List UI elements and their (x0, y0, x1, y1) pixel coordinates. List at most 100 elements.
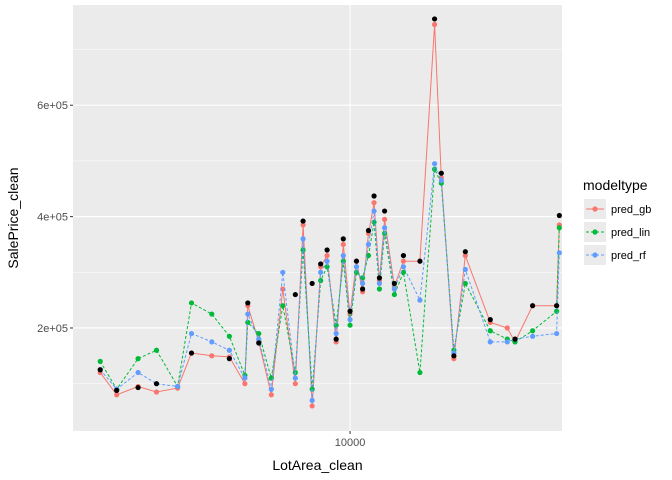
point-pred_lin (226, 333, 232, 339)
point-pred_rf (353, 264, 360, 270)
point-pred_gb (114, 392, 120, 398)
point-pred_lin (462, 280, 468, 287)
actual-point (556, 212, 562, 219)
point-pred_rf (417, 297, 423, 303)
point-pred_lin (300, 247, 306, 253)
point-pred_lin (554, 308, 560, 314)
point-pred_gb (431, 21, 438, 28)
point-pred_gb (504, 325, 510, 331)
actual-point (300, 218, 306, 224)
point-pred_rf (504, 339, 510, 345)
legend-key-point (592, 229, 598, 235)
legend-title: modeltype (583, 177, 648, 193)
y-tick-label: 2e+05 (37, 323, 68, 335)
point-pred_rf (381, 225, 388, 231)
legend-entry-pred_rf: pred_rf (584, 245, 647, 265)
y-axis-title: SalePrice_clean (5, 167, 21, 268)
point-pred_rf (347, 317, 353, 323)
point-pred_rf (280, 269, 286, 275)
point-pred_rf (365, 241, 372, 248)
series-pred_rf (97, 161, 562, 403)
point-pred_rf (318, 269, 324, 275)
major-grid (73, 5, 562, 431)
point-pred_gb (324, 252, 330, 259)
point-pred_lin (391, 291, 397, 298)
actual-point (554, 303, 560, 309)
point-pred_rf (554, 330, 560, 337)
point-pred_rf (188, 330, 195, 337)
legend-label: pred_rf (611, 250, 647, 262)
point-pred_rf (268, 386, 274, 392)
point-pred_lin (556, 225, 562, 231)
point-pred_lin (309, 386, 315, 392)
actual-point (188, 350, 195, 356)
legend: modeltype pred_gb pred_lin pred_rf (583, 177, 651, 265)
actual-point (400, 252, 407, 259)
point-pred_rf (359, 280, 366, 287)
actual-point (487, 317, 493, 323)
point-pred_rf (376, 280, 383, 287)
point-pred_rf (530, 333, 536, 339)
point-pred_gb (209, 353, 215, 359)
actual-point (256, 340, 262, 346)
actual-point (324, 247, 330, 253)
point-pred_gb (371, 200, 377, 206)
point-pred_rf (556, 250, 562, 256)
point-pred_rf (391, 286, 397, 292)
point-pred_lin (417, 369, 423, 376)
series-line-pred_rf (99, 163, 560, 401)
legend-label: pred_lin (611, 227, 650, 239)
point-pred_rf (462, 266, 468, 273)
actual-point (114, 387, 120, 393)
series-line-pred_lin (99, 167, 560, 391)
legend-entry-pred_gb: pred_gb (584, 199, 651, 219)
actual-point (318, 261, 324, 267)
point-pred_rf (226, 347, 232, 353)
actual-point (292, 291, 298, 298)
point-pred_gb (153, 389, 160, 395)
y-axis: 2e+05 4e+05 6e+05 (37, 100, 73, 335)
actual-point (153, 381, 160, 387)
point-pred_lin (347, 322, 353, 328)
actual-point (353, 258, 360, 264)
actual-point (371, 193, 377, 199)
point-pred_lin (188, 300, 195, 306)
point-pred_lin (318, 278, 324, 284)
point-pred_lin (333, 322, 339, 328)
point-pred_lin (487, 328, 493, 334)
y-tick-label: 4e+05 (37, 212, 68, 224)
point-pred_gb (309, 403, 315, 409)
point-pred_lin (97, 358, 103, 364)
point-pred_rf (438, 177, 444, 184)
actual-point (462, 249, 468, 255)
point-pred_rf (292, 375, 298, 381)
point-pred_rf (487, 339, 493, 345)
actual-point (530, 303, 536, 309)
point-pred_rf (175, 383, 181, 390)
point-pred_lin (324, 264, 330, 270)
point-pred_gb (462, 252, 468, 259)
point-pred_rf (324, 258, 330, 264)
actual-point (226, 356, 232, 362)
actual-point (376, 275, 383, 281)
point-pred_lin (153, 347, 160, 353)
actual-point (438, 170, 444, 176)
actual-point (97, 367, 103, 373)
x-axis: 10000 (335, 431, 365, 449)
actual-points (97, 16, 562, 393)
point-pred_rf (256, 336, 262, 342)
actual-point (365, 227, 372, 234)
actual-point (359, 286, 366, 292)
y-tick-label: 6e+05 (37, 100, 68, 112)
point-pred_rf (135, 369, 141, 376)
point-pred_lin (209, 311, 215, 317)
point-pred_gb (300, 222, 306, 228)
point-pred_lin (135, 356, 141, 362)
point-pred_lin (381, 230, 388, 236)
point-pred_gb (381, 216, 388, 222)
series-line-pred_gb (99, 24, 560, 406)
point-pred_lin (365, 252, 372, 259)
point-pred_rf (242, 375, 248, 381)
panel-background (73, 5, 562, 431)
